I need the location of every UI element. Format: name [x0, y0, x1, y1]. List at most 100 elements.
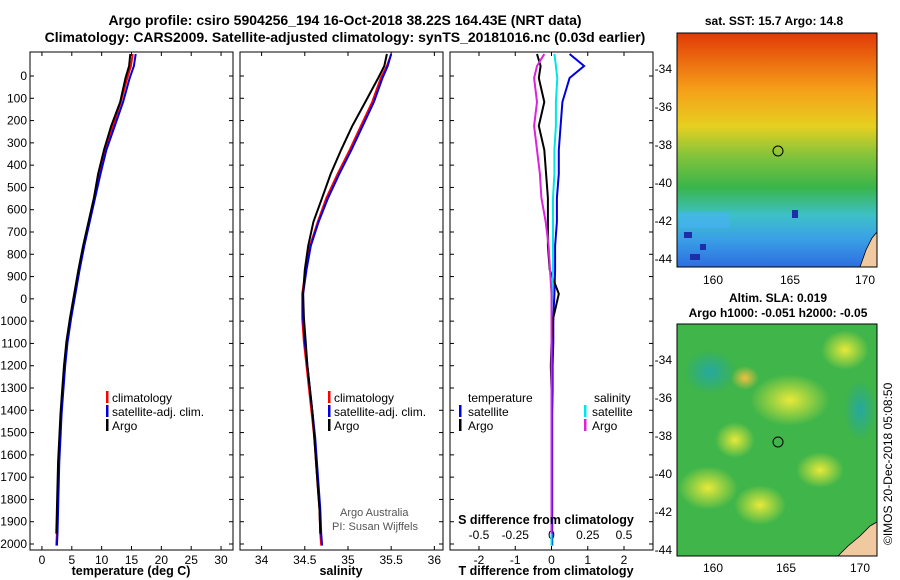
depth-tick-label: 300 [7, 136, 27, 150]
legend-swatch-sal-argo [584, 419, 587, 431]
depth-tick-label: 500 [7, 180, 27, 194]
depth-tick-label: 1100 [1, 336, 27, 350]
sst-lat-label: -36 [655, 100, 673, 114]
sst-lat-label: -44 [655, 252, 673, 266]
credit-line2: PI: Susan Wijffels [332, 521, 418, 533]
legend-temp-argo: Argo [112, 419, 138, 433]
sst-cold-patch [680, 212, 730, 228]
temperature-xlabel: temperature (deg C) [72, 564, 191, 578]
sla-low-anomaly [684, 350, 736, 394]
depth-tick-label: 0 [20, 292, 27, 306]
sla-map: -34 -36 -38 -40 -42 -44 160 165 170 [655, 323, 878, 575]
x-tick-label: 0 [548, 553, 555, 567]
sla-lat-label: -44 [655, 543, 673, 557]
depth-tick-label: 1700 [0, 470, 27, 484]
sst-argo-marker [772, 145, 784, 157]
t-diff-xlabel: T difference from climatology [458, 564, 633, 578]
depth-tick-label: 1000 [0, 314, 27, 328]
depth-tick-label: 1200 [0, 359, 27, 373]
x-tick-label: -2 [474, 553, 485, 567]
profile-series [55, 53, 586, 546]
series-line [302, 53, 388, 534]
header-line2: Climatology: CARS2009. Satellite-adjuste… [45, 29, 646, 45]
legend-diff-temp-head: temperature [468, 391, 533, 405]
x-tick-label: 20 [155, 553, 169, 567]
x-tick-label: 2 [621, 553, 628, 567]
sst-map-title: sat. SST: 15.7 Argo: 14.8 [705, 14, 844, 28]
legend-swatch-clim [328, 391, 331, 403]
credit-line1: Argo Australia [340, 507, 409, 519]
depth-axis-ticks: 0 100 200 300 400 500 600 700 800 900 0 1000 1100 120… [0, 69, 653, 551]
x-tick-label: 10 [95, 553, 109, 567]
sla-lon-label: 160 [703, 561, 723, 575]
legend-swatch-temp-argo [459, 419, 462, 431]
legend-swatch-argo [106, 419, 109, 431]
legend-swatch-argo [328, 419, 331, 431]
depth-tick-label: 600 [7, 203, 27, 217]
salinity-xlabel: salinity [319, 564, 362, 578]
x-tick-label: 15 [125, 553, 139, 567]
sla-lat-label: -34 [655, 353, 673, 367]
timestamp: ©IMOS 20-Dec-2018 05:08:50 [881, 382, 895, 545]
salinity-legend: climatology satellite-adj. clim. Argo [328, 391, 426, 433]
sla-high-anomaly [715, 422, 755, 458]
s-tick-label: 0.25 [576, 528, 600, 542]
legend-swatch-sal-sat [584, 405, 587, 417]
temperature-panel-frame [29, 51, 234, 551]
sst-lat-label: -42 [655, 214, 673, 228]
sla-lon-label: 165 [776, 561, 796, 575]
depth-tick-label: 800 [7, 247, 27, 261]
x-tick-label: 34 [255, 553, 269, 567]
s-tick-label: -0.25 [502, 528, 530, 542]
legend-diff-sal-argo: Argo [592, 419, 618, 433]
x-tick-label: 0 [39, 553, 46, 567]
series-line [301, 53, 393, 546]
sla-high-anomaly [734, 485, 786, 525]
legend-sal-argo: Argo [334, 419, 360, 433]
x-tick-label: 5 [68, 553, 75, 567]
sst-map: -34 -36 -38 -40 -42 -44 160 165 170 [655, 32, 878, 287]
depth-tick-label: 400 [7, 158, 27, 172]
sla-lat-label: -42 [655, 505, 673, 519]
sst-lat-label: -34 [655, 62, 673, 76]
sst-lat-label: -38 [655, 138, 673, 152]
depth-tick-label: 1500 [0, 426, 27, 440]
x-tick-label: 34.5 [293, 553, 317, 567]
depth-tick-label: 200 [7, 114, 27, 128]
x-tick-label: -1 [510, 553, 521, 567]
depth-tick-label: 1800 [0, 492, 27, 506]
sst-pixel [700, 244, 706, 250]
legend-temp-clim: climatology [112, 391, 172, 405]
sla-high-anomaly [821, 330, 869, 370]
legend-temp-sat: satellite-adj. clim. [112, 405, 204, 419]
x-axis-ticks: 0 5 10 15 20 25 30 34 34.5 35 35.5 36 -2 -1 0 1 2 -0.5 -0.… [39, 52, 633, 567]
legend-swatch-sat [106, 405, 109, 417]
legend-swatch-sat [328, 405, 331, 417]
s-tick-label: -0.5 [469, 528, 490, 542]
sla-high-anomaly [678, 466, 738, 510]
legend-sal-clim: climatology [334, 391, 394, 405]
sla-argo-marker [772, 436, 784, 448]
sst-pixel [792, 210, 798, 218]
sla-map-title1: Altim. SLA: 0.019 [729, 291, 827, 305]
legend-sal-sat: satellite-adj. clim. [334, 405, 426, 419]
x-tick-label: 1 [584, 553, 591, 567]
header-line1: Argo profile: csiro 5904256_194 16-Oct-2… [108, 12, 581, 28]
depth-tick-label: 1900 [0, 515, 27, 529]
depth-tick-label: 1600 [0, 448, 27, 462]
depth-tick-label: 1400 [0, 403, 27, 417]
sla-high-anomaly [750, 374, 830, 426]
x-tick-label: 25 [185, 553, 199, 567]
difference-legend: temperature satellite Argo salinity sate… [459, 391, 633, 433]
sst-field [677, 33, 877, 267]
legend-diff-sal-head: salinity [594, 391, 631, 405]
series-line [55, 53, 137, 546]
x-tick-label: 35.5 [379, 553, 403, 567]
depth-tick-label: 1300 [0, 381, 27, 395]
sst-lat-label: -40 [655, 176, 673, 190]
sla-map-title2: Argo h1000: -0.051 h2000: -0.05 [689, 306, 868, 320]
series-line [533, 53, 553, 534]
depth-tick-label: 2000 [0, 537, 27, 551]
depth-tick-label: 100 [7, 91, 27, 105]
depth-tick-label: 0 [20, 69, 27, 83]
